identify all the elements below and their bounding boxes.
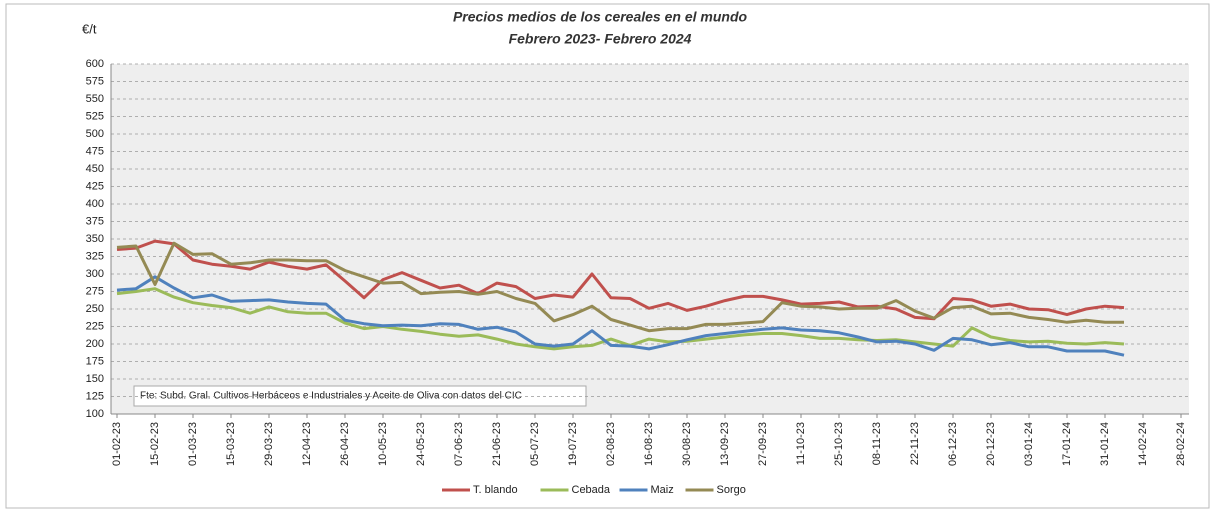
y-tick-label: 175 <box>86 355 104 367</box>
series-line <box>116 275 1125 357</box>
legend-label: Sorgo <box>717 484 746 496</box>
x-tick-label: 10-05-23 <box>377 422 389 466</box>
y-tick-label: 375 <box>86 215 104 227</box>
x-tick-label: 28-02-24 <box>1175 422 1187 466</box>
y-axis-label: €/t <box>82 21 97 36</box>
x-tick-label: 17-01-24 <box>1061 422 1073 466</box>
x-tick-label: 19-07-23 <box>567 422 579 466</box>
x-tick-label: 13-09-23 <box>719 422 731 466</box>
y-tick-label: 325 <box>86 250 104 262</box>
y-tick-label: 600 <box>86 58 104 70</box>
chart-subtitle: Febrero 2023- Febrero 2024 <box>509 31 692 47</box>
x-tick-label: 20-12-23 <box>985 422 997 466</box>
x-tick-label: 26-04-23 <box>339 422 351 466</box>
x-tick-label: 31-01-24 <box>1099 422 1111 466</box>
plot-area <box>111 64 1189 414</box>
x-tick-label: 03-01-24 <box>1023 422 1035 466</box>
y-tick-label: 125 <box>86 390 104 402</box>
legend-label: T. blando <box>473 484 518 496</box>
x-tick-label: 22-11-23 <box>909 422 921 465</box>
y-tick-label: 350 <box>86 233 104 245</box>
y-tick-label: 225 <box>86 320 104 332</box>
x-tick-label: 27-09-23 <box>757 422 769 466</box>
x-tick-label: 14-02-24 <box>1137 422 1149 466</box>
x-tick-label: 15-03-23 <box>225 422 237 466</box>
y-tick-label: 475 <box>86 145 104 157</box>
y-tick-label: 200 <box>86 338 104 350</box>
x-tick-label: 15-02-23 <box>149 422 161 466</box>
x-tick-label: 16-08-23 <box>643 422 655 466</box>
x-tick-label: 29-03-23 <box>263 422 275 466</box>
y-tick-label: 450 <box>86 163 104 175</box>
y-tick-label: 525 <box>86 110 104 122</box>
x-tick-label: 24-05-23 <box>415 422 427 466</box>
y-tick-label: 300 <box>86 268 104 280</box>
x-tick-label: 08-11-23 <box>871 422 883 465</box>
x-tick-label: 11-10-23 <box>795 422 807 465</box>
y-tick-label: 100 <box>86 408 104 420</box>
y-tick-label: 275 <box>86 285 104 297</box>
x-tick-label: 12-04-23 <box>301 422 313 466</box>
series-line <box>116 287 1125 351</box>
x-tick-label: 01-03-23 <box>187 422 199 466</box>
legend-label: Maiz <box>651 484 674 496</box>
y-tick-label: 550 <box>86 93 104 105</box>
x-tick-label: 06-12-23 <box>947 422 959 466</box>
x-tick-label: 02-08-23 <box>605 422 617 466</box>
x-tick-label: 05-07-23 <box>529 422 541 466</box>
chart-title: Precios medios de los cereales en el mun… <box>453 9 748 25</box>
x-tick-label: 25-10-23 <box>833 422 845 466</box>
y-tick-label: 500 <box>86 128 104 140</box>
series-line <box>116 241 1124 333</box>
y-tick-label: 425 <box>86 180 104 192</box>
legend-label: Cebada <box>572 484 611 496</box>
x-tick-label: 30-08-23 <box>681 422 693 466</box>
x-tick-label: 21-06-23 <box>491 422 503 466</box>
y-tick-label: 575 <box>86 75 104 87</box>
y-tick-label: 400 <box>86 198 104 210</box>
annotation-box <box>133 385 587 407</box>
annotation: Fte: Subd. Gral. Cultivos Herbáceos e In… <box>140 391 522 402</box>
x-tick-label: 07-06-23 <box>453 422 465 466</box>
x-tick-label: 01-02-23 <box>111 422 123 466</box>
series-line <box>116 239 1125 321</box>
y-tick-label: 250 <box>86 303 104 315</box>
y-tick-label: 150 <box>86 373 104 385</box>
